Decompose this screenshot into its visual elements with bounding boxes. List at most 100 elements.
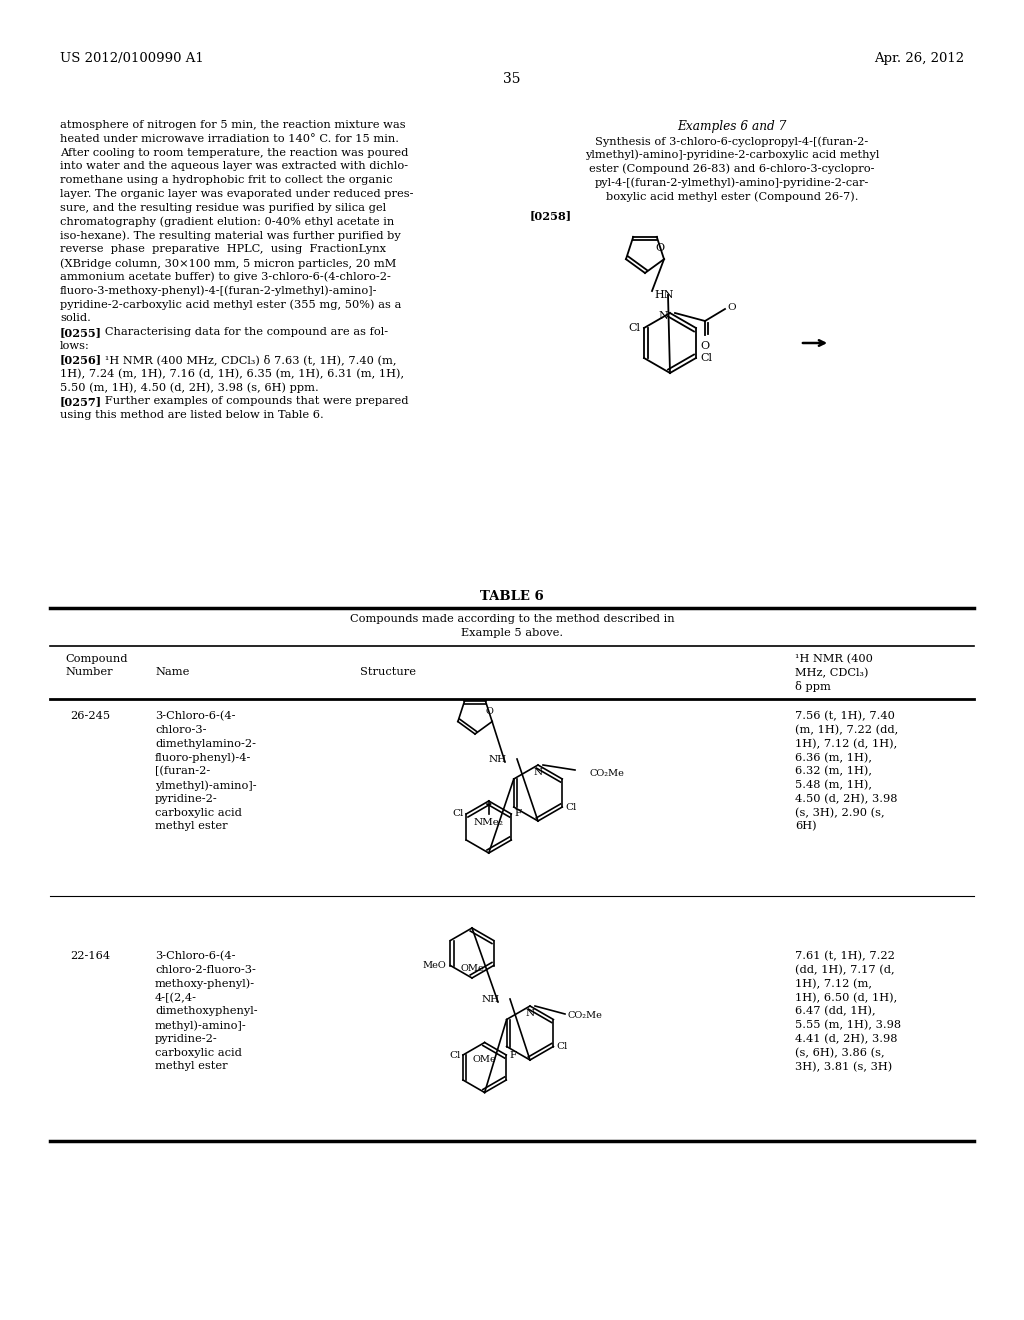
Text: ylmethyl)-amino]-: ylmethyl)-amino]-	[155, 780, 257, 791]
Text: dimethylamino-2-: dimethylamino-2-	[155, 739, 256, 748]
Text: (dd, 1H), 7.17 (d,: (dd, 1H), 7.17 (d,	[795, 965, 895, 975]
Text: (m, 1H), 7.22 (dd,: (m, 1H), 7.22 (dd,	[795, 725, 898, 735]
Text: fluoro-phenyl)-4-: fluoro-phenyl)-4-	[155, 752, 251, 763]
Text: carboxylic acid: carboxylic acid	[155, 1048, 242, 1057]
Text: After cooling to room temperature, the reaction was poured: After cooling to room temperature, the r…	[60, 148, 409, 157]
Text: ylmethyl)-amino]-pyridine-2-carboxylic acid methyl: ylmethyl)-amino]-pyridine-2-carboxylic a…	[585, 149, 880, 160]
Text: 6H): 6H)	[795, 821, 816, 832]
Text: O: O	[655, 243, 665, 253]
Text: 4.50 (d, 2H), 3.98: 4.50 (d, 2H), 3.98	[795, 793, 897, 804]
Text: Number: Number	[65, 668, 113, 677]
Text: 7.56 (t, 1H), 7.40: 7.56 (t, 1H), 7.40	[795, 711, 895, 721]
Text: heated under microwave irradiation to 140° C. for 15 min.: heated under microwave irradiation to 14…	[60, 133, 399, 144]
Text: [(furan-2-: [(furan-2-	[155, 766, 210, 776]
Text: N: N	[658, 312, 668, 321]
Text: pyridine-2-: pyridine-2-	[155, 1034, 218, 1044]
Text: [0258]: [0258]	[530, 210, 572, 220]
Text: 3-Chloro-6-(4-: 3-Chloro-6-(4-	[155, 711, 236, 721]
Text: methyl)-amino]-: methyl)-amino]-	[155, 1020, 247, 1031]
Text: methyl ester: methyl ester	[155, 821, 227, 832]
Text: MHz, CDCl₃): MHz, CDCl₃)	[795, 668, 868, 677]
Text: 6.36 (m, 1H),: 6.36 (m, 1H),	[795, 752, 872, 763]
Text: Compounds made according to the method described in: Compounds made according to the method d…	[349, 614, 675, 624]
Text: 26-245: 26-245	[70, 711, 111, 721]
Text: using this method are listed below in Table 6.: using this method are listed below in Ta…	[60, 409, 324, 420]
Text: [0255]: [0255]	[60, 327, 102, 338]
Text: 3-Chloro-6-(4-: 3-Chloro-6-(4-	[155, 950, 236, 961]
Text: (s, 3H), 2.90 (s,: (s, 3H), 2.90 (s,	[795, 808, 885, 818]
Text: TABLE 6: TABLE 6	[480, 590, 544, 603]
Text: OMe: OMe	[460, 964, 484, 973]
Text: ¹H NMR (400: ¹H NMR (400	[795, 653, 872, 664]
Text: 5.48 (m, 1H),: 5.48 (m, 1H),	[795, 780, 872, 791]
Text: methoxy-phenyl)-: methoxy-phenyl)-	[155, 978, 255, 989]
Text: ammonium acetate buffer) to give 3-chloro-6-(4-chloro-2-: ammonium acetate buffer) to give 3-chlor…	[60, 272, 391, 282]
Text: CO₂Me: CO₂Me	[590, 770, 625, 779]
Text: Cl: Cl	[700, 352, 712, 363]
Text: Examples 6 and 7: Examples 6 and 7	[677, 120, 786, 133]
Text: ¹H NMR (400 MHz, CDCl₃) δ 7.63 (t, 1H), 7.40 (m,: ¹H NMR (400 MHz, CDCl₃) δ 7.63 (t, 1H), …	[94, 355, 396, 366]
Text: O: O	[727, 302, 735, 312]
Text: solid.: solid.	[60, 313, 91, 323]
Text: MeO: MeO	[423, 961, 446, 970]
Text: lows:: lows:	[60, 341, 90, 351]
Text: ester (Compound 26-83) and 6-chloro-3-cyclopro-: ester (Compound 26-83) and 6-chloro-3-cy…	[589, 164, 874, 174]
Text: 22-164: 22-164	[70, 950, 111, 961]
Text: pyridine-2-carboxylic acid methyl ester (355 mg, 50%) as a: pyridine-2-carboxylic acid methyl ester …	[60, 300, 401, 310]
Text: 7.61 (t, 1H), 7.22: 7.61 (t, 1H), 7.22	[795, 950, 895, 961]
Text: Cl: Cl	[565, 803, 577, 812]
Text: Synthesis of 3-chloro-6-cyclopropyl-4-[(furan-2-: Synthesis of 3-chloro-6-cyclopropyl-4-[(…	[595, 136, 868, 147]
Text: 4.41 (d, 2H), 3.98: 4.41 (d, 2H), 3.98	[795, 1034, 897, 1044]
Text: romethane using a hydrophobic frit to collect the organic: romethane using a hydrophobic frit to co…	[60, 176, 392, 185]
Text: 1H), 7.24 (m, 1H), 7.16 (d, 1H), 6.35 (m, 1H), 6.31 (m, 1H),: 1H), 7.24 (m, 1H), 7.16 (d, 1H), 6.35 (m…	[60, 368, 404, 379]
Text: HN: HN	[654, 290, 674, 300]
Text: OMe: OMe	[473, 1055, 497, 1064]
Text: pyl-4-[(furan-2-ylmethyl)-amino]-pyridine-2-car-: pyl-4-[(furan-2-ylmethyl)-amino]-pyridin…	[595, 177, 869, 187]
Text: [0257]: [0257]	[60, 396, 102, 407]
Text: chloro-2-fluoro-3-: chloro-2-fluoro-3-	[155, 965, 256, 974]
Text: Compound: Compound	[65, 653, 128, 664]
Text: Characterising data for the compound are as fol-: Characterising data for the compound are…	[94, 327, 388, 337]
Text: NMe₂: NMe₂	[474, 818, 504, 828]
Text: 4-[(2,4-: 4-[(2,4-	[155, 993, 197, 1003]
Text: Cl: Cl	[628, 323, 640, 333]
Text: Cl: Cl	[450, 1051, 461, 1060]
Text: 5.50 (m, 1H), 4.50 (d, 2H), 3.98 (s, 6H) ppm.: 5.50 (m, 1H), 4.50 (d, 2H), 3.98 (s, 6H)…	[60, 383, 318, 393]
Text: sure, and the resulting residue was purified by silica gel: sure, and the resulting residue was puri…	[60, 203, 386, 213]
Text: methyl ester: methyl ester	[155, 1061, 227, 1072]
Text: F: F	[509, 1051, 516, 1060]
Text: pyridine-2-: pyridine-2-	[155, 793, 218, 804]
Text: boxylic acid methyl ester (Compound 26-7).: boxylic acid methyl ester (Compound 26-7…	[606, 191, 858, 202]
Text: chloro-3-: chloro-3-	[155, 725, 207, 735]
Text: F: F	[514, 809, 521, 818]
Text: N: N	[534, 768, 543, 777]
Text: Structure: Structure	[360, 668, 416, 677]
Text: layer. The organic layer was evaporated under reduced pres-: layer. The organic layer was evaporated …	[60, 189, 414, 199]
Text: Further examples of compounds that were prepared: Further examples of compounds that were …	[94, 396, 409, 407]
Text: O: O	[700, 341, 710, 351]
Text: Cl: Cl	[453, 809, 464, 818]
Text: US 2012/0100990 A1: US 2012/0100990 A1	[60, 51, 204, 65]
Text: NH: NH	[488, 755, 507, 763]
Text: Example 5 above.: Example 5 above.	[461, 628, 563, 638]
Text: 6.47 (dd, 1H),: 6.47 (dd, 1H),	[795, 1006, 876, 1016]
Text: dimethoxyphenyl-: dimethoxyphenyl-	[155, 1006, 258, 1016]
Text: iso-hexane). The resulting material was further purified by: iso-hexane). The resulting material was …	[60, 231, 400, 242]
Text: 1H), 6.50 (d, 1H),: 1H), 6.50 (d, 1H),	[795, 993, 897, 1003]
Text: reverse  phase  preparative  HPLC,  using  FractionLynx: reverse phase preparative HPLC, using Fr…	[60, 244, 386, 255]
Text: 35: 35	[503, 73, 521, 86]
Text: O: O	[486, 708, 494, 715]
Text: δ ppm: δ ppm	[795, 681, 830, 692]
Text: 3H), 3.81 (s, 3H): 3H), 3.81 (s, 3H)	[795, 1061, 892, 1072]
Text: 1H), 7.12 (d, 1H),: 1H), 7.12 (d, 1H),	[795, 739, 897, 748]
Text: Name: Name	[155, 668, 189, 677]
Text: (s, 6H), 3.86 (s,: (s, 6H), 3.86 (s,	[795, 1048, 885, 1057]
Text: Apr. 26, 2012: Apr. 26, 2012	[873, 51, 964, 65]
Text: 6.32 (m, 1H),: 6.32 (m, 1H),	[795, 766, 872, 776]
Text: [0256]: [0256]	[60, 355, 102, 366]
Text: into water and the aqueous layer was extracted with dichlo-: into water and the aqueous layer was ext…	[60, 161, 409, 172]
Text: fluoro-3-methoxy-phenyl)-4-[(furan-2-ylmethyl)-amino]-: fluoro-3-methoxy-phenyl)-4-[(furan-2-ylm…	[60, 285, 378, 296]
Text: 1H), 7.12 (m,: 1H), 7.12 (m,	[795, 978, 872, 989]
Text: NH: NH	[482, 994, 500, 1003]
Text: N: N	[525, 1008, 535, 1018]
